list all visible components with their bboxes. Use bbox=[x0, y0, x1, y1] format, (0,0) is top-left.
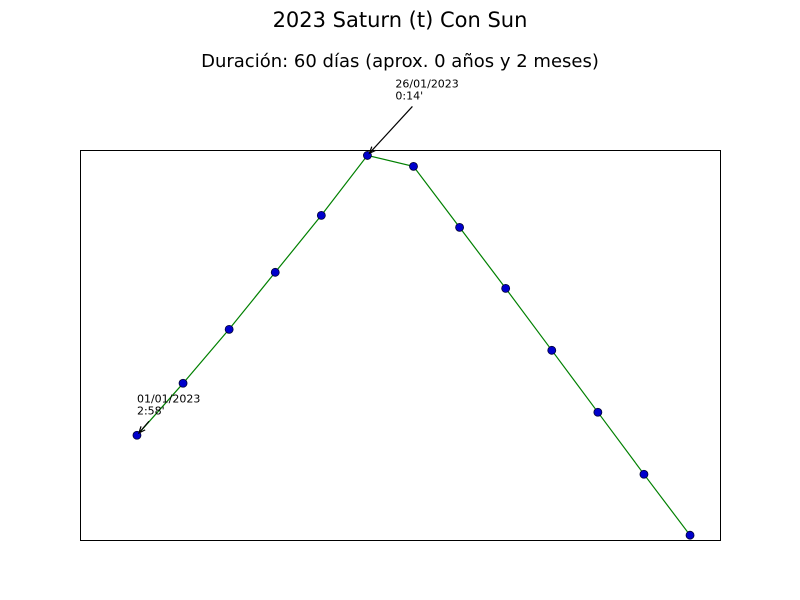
point bbox=[455, 222, 464, 232]
point bbox=[685, 530, 695, 540]
annotation-arrowhead bbox=[137, 426, 146, 435]
point bbox=[178, 378, 188, 388]
point bbox=[224, 324, 234, 334]
chart-title: 2023 Saturn (t) Con Sun bbox=[273, 8, 528, 32]
point bbox=[593, 407, 603, 417]
point bbox=[316, 211, 326, 220]
chart-subtitle: Duración: 60 días (aprox. 0 años y 2 mes… bbox=[201, 51, 599, 72]
annotation-text: 2:58' bbox=[137, 404, 165, 417]
annotation-arrowhead bbox=[368, 146, 377, 155]
annotation-text: 0:14' bbox=[395, 89, 423, 102]
plot-frame bbox=[80, 150, 721, 541]
point bbox=[270, 267, 280, 277]
point bbox=[547, 345, 557, 355]
annotation-text: 26/01/2023 bbox=[395, 77, 458, 90]
point bbox=[639, 469, 649, 479]
annotation-text: 01/01/2023 bbox=[137, 392, 200, 405]
annotation-arrow bbox=[369, 106, 413, 154]
annotation-arrow bbox=[138, 420, 150, 434]
point bbox=[501, 283, 511, 293]
point bbox=[409, 161, 418, 171]
